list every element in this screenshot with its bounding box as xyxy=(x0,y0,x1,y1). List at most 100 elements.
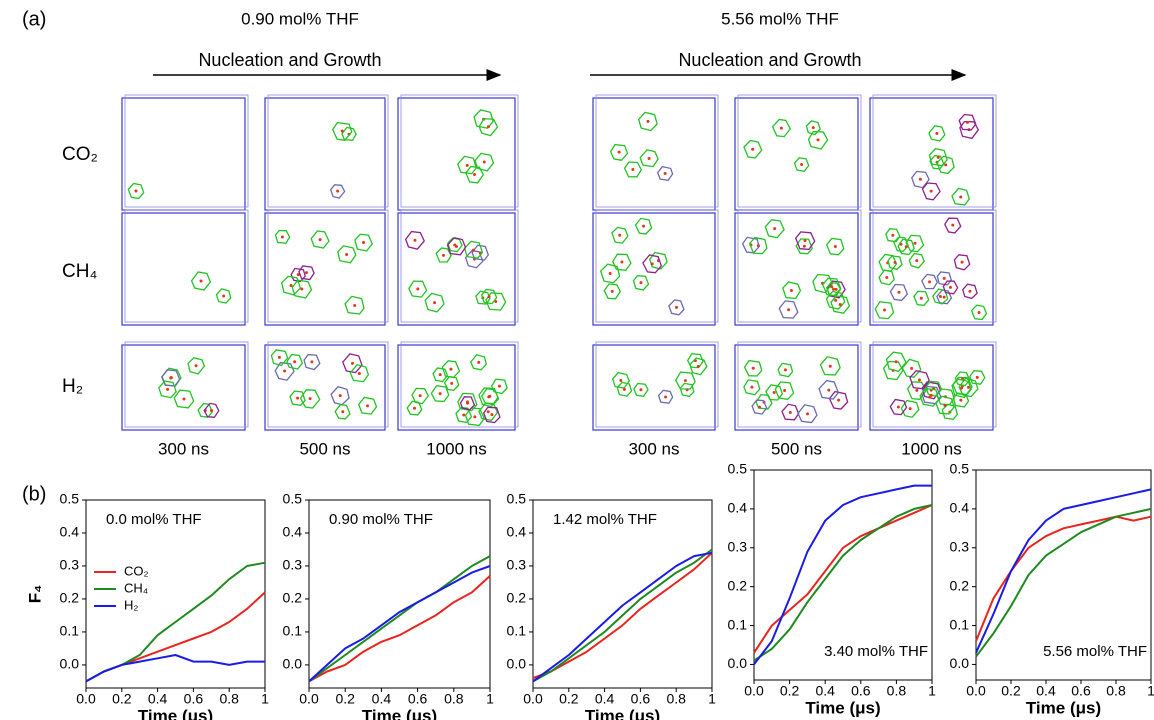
cage xyxy=(771,118,792,138)
cage-center xyxy=(929,189,933,193)
simulation-box xyxy=(734,97,859,211)
simulation-box xyxy=(397,212,516,326)
simulation-box xyxy=(397,97,516,211)
cage-center xyxy=(413,406,417,410)
cage xyxy=(616,381,633,397)
time-label: 1000 ns xyxy=(426,439,487,458)
cage-center xyxy=(134,189,138,193)
cage-center xyxy=(977,310,981,314)
x-tick-label: 1 xyxy=(486,691,494,707)
simulation-box-depth xyxy=(267,94,389,208)
cage-center xyxy=(647,157,651,161)
cage-center xyxy=(968,289,972,293)
cage xyxy=(190,271,212,291)
cage-center xyxy=(442,253,446,257)
cage-center xyxy=(619,379,623,383)
cage-center xyxy=(772,391,776,395)
cage xyxy=(825,237,845,256)
y-tick-label: 0.2 xyxy=(950,577,970,593)
cage xyxy=(648,251,668,270)
cage xyxy=(639,149,659,168)
cage-center xyxy=(663,172,667,176)
cage-center xyxy=(833,244,837,248)
cage-center xyxy=(928,280,932,284)
cage xyxy=(599,263,621,284)
cage xyxy=(794,231,816,251)
cage-center xyxy=(811,126,815,130)
cage xyxy=(807,130,829,150)
cage xyxy=(764,219,785,239)
cage xyxy=(482,406,501,424)
cage xyxy=(777,362,794,378)
plot-frame xyxy=(753,469,933,681)
cage-center xyxy=(449,367,453,371)
cage-center xyxy=(696,364,700,368)
cage xyxy=(925,380,943,397)
x-tick-label: 0.6 xyxy=(184,691,204,707)
simulation-box xyxy=(264,344,386,431)
cage-center xyxy=(466,401,470,405)
cage-center xyxy=(341,410,345,414)
x-tick-label: 0.2 xyxy=(112,691,132,707)
cage xyxy=(634,217,653,235)
cage-center xyxy=(787,308,791,312)
series-line xyxy=(532,548,713,683)
cage-center xyxy=(891,233,895,237)
cage-center xyxy=(310,360,314,364)
x-tick-label: 0.0 xyxy=(523,691,543,707)
x-tick-label: 0.8 xyxy=(887,683,907,699)
y-tick-label: 0.2 xyxy=(728,577,748,593)
group-title: 5.56 mol% THF xyxy=(721,9,839,28)
cage xyxy=(830,295,851,314)
cage xyxy=(908,252,926,269)
cage-center xyxy=(338,394,342,398)
simulation-box-depth xyxy=(400,209,519,323)
cage-center xyxy=(438,373,442,377)
cage-center xyxy=(960,260,964,264)
cage xyxy=(951,378,972,399)
annotation: 3.40 mol% THF xyxy=(824,643,928,660)
cage-center xyxy=(473,415,477,419)
cage-center xyxy=(639,281,643,285)
series-line xyxy=(753,504,933,654)
cage xyxy=(743,139,763,159)
cage xyxy=(674,371,696,390)
simulation-box-depth xyxy=(595,94,719,208)
cage xyxy=(457,392,478,412)
y-tick-label: 0.5 xyxy=(60,491,80,507)
cage-center xyxy=(277,355,281,359)
cage-center xyxy=(465,163,469,167)
cage xyxy=(474,152,495,172)
cage-center xyxy=(805,412,809,416)
cage-center xyxy=(498,384,502,388)
cage-center xyxy=(928,395,932,399)
x-tick-label: 0.0 xyxy=(76,691,96,707)
cage-center xyxy=(473,173,477,177)
cage xyxy=(286,353,304,370)
time-label: 500 ns xyxy=(771,439,822,458)
cage xyxy=(464,250,484,269)
simulation-box xyxy=(121,344,246,431)
plot-frame xyxy=(975,469,1152,681)
cage xyxy=(958,113,977,131)
y-tick-label: 0.3 xyxy=(60,557,80,573)
cage-center xyxy=(631,167,635,171)
simulation-box-depth xyxy=(872,341,997,428)
cage xyxy=(944,217,962,234)
cage-center xyxy=(919,296,923,300)
series-line xyxy=(532,552,713,680)
y-tick-label: 0.4 xyxy=(507,524,527,540)
cage xyxy=(299,389,321,409)
cage xyxy=(953,254,971,271)
cage-center xyxy=(416,287,420,291)
cage xyxy=(906,381,928,401)
group-title: 0.90 mol% THF xyxy=(241,9,359,28)
cage xyxy=(882,360,904,381)
cage-center xyxy=(608,272,612,276)
cage xyxy=(303,353,321,371)
cage-center xyxy=(908,407,912,411)
cage xyxy=(878,269,895,286)
series-line xyxy=(532,551,713,683)
y-tick-label: 0.4 xyxy=(728,500,748,516)
